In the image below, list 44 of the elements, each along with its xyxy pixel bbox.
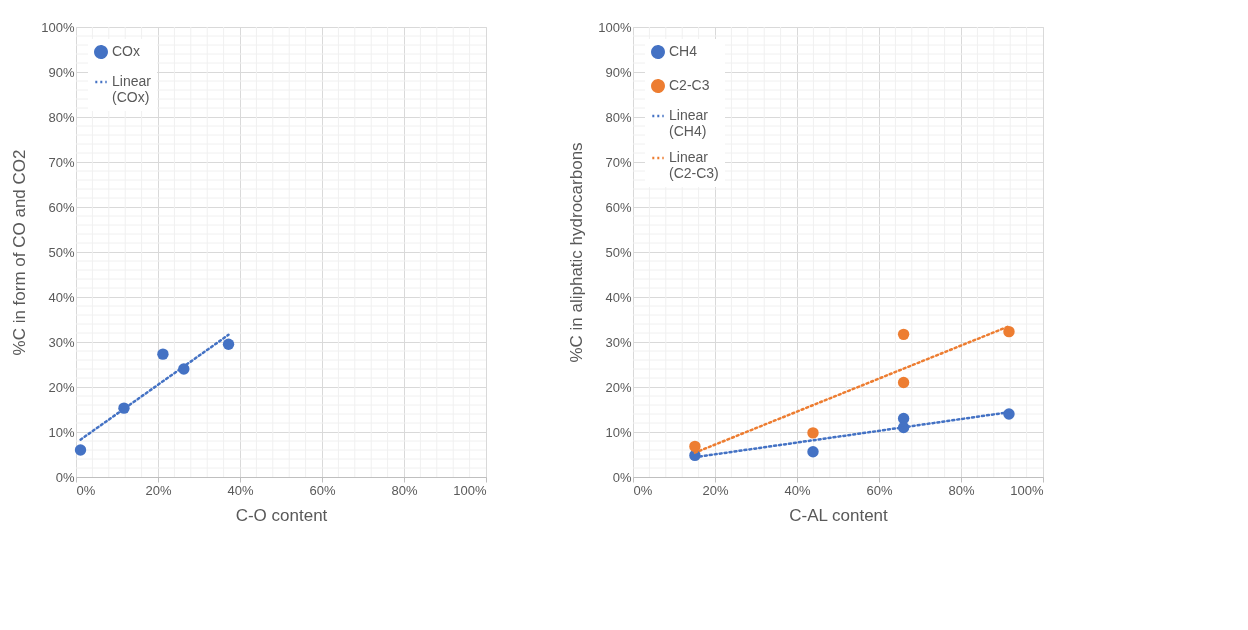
legend-label: Linear (CH4) bbox=[669, 107, 709, 139]
y-tick-label: 60% bbox=[605, 199, 632, 215]
y-tick-label: 90% bbox=[605, 64, 632, 80]
legend-label: COx bbox=[112, 43, 140, 59]
x-tick-label: 80% bbox=[391, 482, 418, 498]
x-tick-label: 20% bbox=[702, 482, 729, 498]
x-tick-label: 20% bbox=[145, 482, 172, 498]
y-tick-label: 30% bbox=[48, 334, 75, 350]
y-tick-label: 50% bbox=[48, 244, 75, 260]
y-tick-label: 90% bbox=[48, 64, 75, 80]
y-tick-label: 30% bbox=[605, 334, 632, 350]
legend-label: Linear (C2-C3) bbox=[669, 149, 719, 181]
y-tick-label: 40% bbox=[48, 289, 75, 305]
x-tick-label: 100% bbox=[1010, 482, 1044, 498]
y-tick-label: 100% bbox=[41, 19, 75, 35]
y-tick-label: 70% bbox=[48, 154, 75, 170]
y-tick-label: 20% bbox=[48, 379, 75, 395]
x-tick-label: 40% bbox=[227, 482, 254, 498]
x-tick-label: 0% bbox=[633, 482, 653, 498]
y-tick-label: 100% bbox=[598, 19, 632, 35]
y-tick-label: 80% bbox=[48, 109, 75, 125]
legend-label: Linear (COx) bbox=[112, 73, 152, 105]
x-axis-title: C-AL content bbox=[789, 505, 889, 525]
y-axis-title: %C in form of CO and CO2 bbox=[10, 149, 30, 356]
x-axis-title: C-O content bbox=[235, 505, 328, 525]
legend-label: C2-C3 bbox=[669, 77, 710, 93]
y-axis-title: %C in aliphatic hydrocarbons bbox=[567, 142, 587, 363]
y-tick-label: 50% bbox=[605, 244, 632, 260]
x-tick-label: 80% bbox=[948, 482, 975, 498]
x-tick-label: 60% bbox=[866, 482, 893, 498]
legend-label: CH4 bbox=[669, 43, 698, 59]
y-tick-label: 70% bbox=[605, 154, 632, 170]
x-tick-label: 40% bbox=[784, 482, 811, 498]
x-tick-label: 60% bbox=[309, 482, 336, 498]
y-tick-label: 80% bbox=[605, 109, 632, 125]
y-tick-label: 0% bbox=[612, 469, 632, 485]
y-tick-label: 40% bbox=[605, 289, 632, 305]
y-tick-label: 10% bbox=[605, 424, 632, 440]
y-tick-label: 60% bbox=[48, 199, 75, 215]
y-tick-label: 0% bbox=[55, 469, 75, 485]
y-tick-label: 20% bbox=[605, 379, 632, 395]
x-tick-label: 0% bbox=[76, 482, 96, 498]
x-tick-label: 100% bbox=[453, 482, 487, 498]
y-tick-label: 10% bbox=[48, 424, 75, 440]
